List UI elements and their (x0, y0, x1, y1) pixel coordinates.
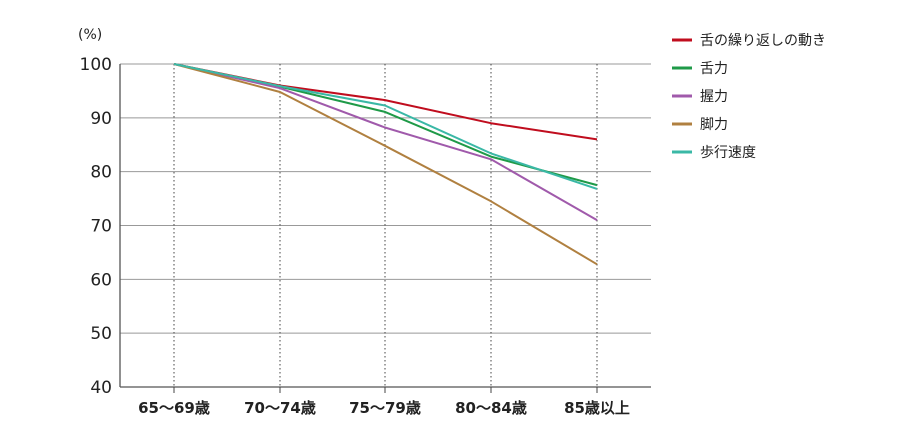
y-tick-label: 90 (90, 109, 112, 129)
grid (119, 63, 651, 393)
x-axis-ticks: 65〜69歳 70〜74歳 75〜79歳 80〜84歳 85歳以上 (138, 399, 630, 417)
series-line (173, 63, 598, 190)
x-tick-label: 75〜79歳 (349, 399, 421, 417)
series-line (173, 63, 598, 266)
y-unit-label: (%) (78, 27, 102, 43)
x-tick-label: 70〜74歳 (244, 399, 316, 417)
legend-label: 舌の繰り返しの動き (700, 33, 826, 49)
legend-label: 舌力 (700, 61, 728, 77)
y-axis-ticks: 40 50 60 70 80 90 100 (80, 55, 112, 398)
y-tick-label: 100 (80, 55, 112, 75)
series-line (173, 63, 598, 221)
x-tick-label: 85歳以上 (564, 399, 630, 417)
legend-label: 握力 (700, 89, 728, 105)
y-tick-label: 50 (90, 324, 112, 344)
y-tick-label: 80 (90, 163, 112, 183)
x-tick-label: 80〜84歳 (455, 399, 527, 417)
y-tick-label: 40 (90, 378, 112, 398)
series-lines (173, 63, 598, 266)
y-tick-label: 70 (90, 217, 112, 237)
y-tick-label: 60 (90, 270, 112, 290)
x-tick-label: 65〜69歳 (138, 399, 210, 417)
legend-label: 歩行速度 (700, 145, 756, 161)
legend-label: 脚力 (700, 117, 728, 133)
